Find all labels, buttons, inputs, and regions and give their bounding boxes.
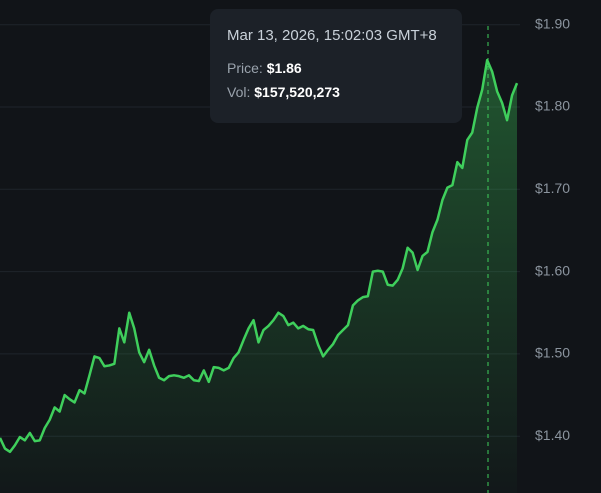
y-tick-label: $1.80 — [535, 98, 570, 114]
tooltip-volume: Vol: $157,520,273 — [227, 84, 445, 100]
price-label: Price: — [227, 60, 263, 76]
area-fill — [0, 60, 517, 493]
y-tick-label: $1.60 — [535, 262, 570, 278]
tooltip: Mar 13, 2026, 15:02:03 GMT+8 Price: $1.8… — [210, 9, 462, 123]
tooltip-date: Mar 13, 2026, 15:02:03 GMT+8 — [227, 27, 437, 44]
price-line — [0, 58, 519, 454]
y-tick-label: $1.90 — [535, 15, 570, 31]
y-tick-label: $1.40 — [535, 427, 570, 443]
volume-value: $157,520,273 — [254, 84, 340, 100]
y-tick-label: $1.50 — [535, 345, 570, 361]
plot — [0, 58, 519, 493]
y-tick-label: $1.70 — [535, 180, 570, 196]
volume-label: Vol: — [227, 84, 251, 100]
tooltip-price: Price: $1.86 — [227, 60, 445, 76]
price-value: $1.86 — [266, 60, 302, 76]
